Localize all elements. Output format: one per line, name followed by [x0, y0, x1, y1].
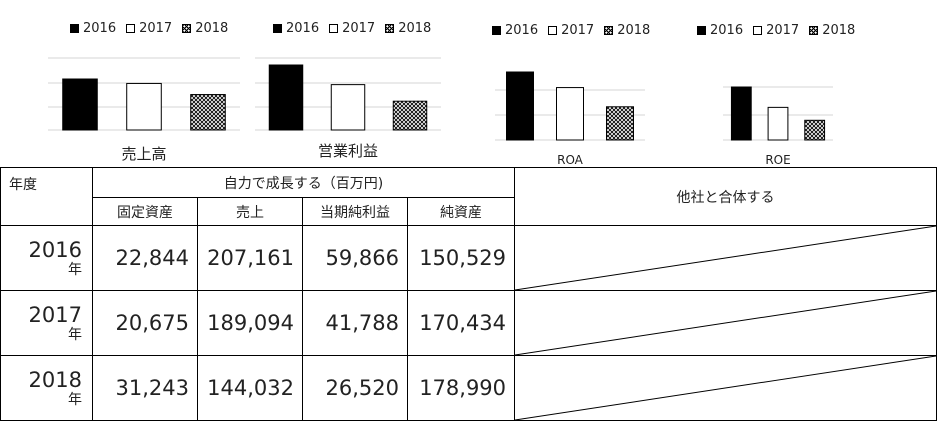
year-suffix: 年	[68, 262, 82, 278]
legend-item: 2016	[492, 23, 538, 38]
legend-item: 2017	[548, 23, 594, 38]
bar-2016	[62, 78, 98, 131]
legend-swatch	[273, 24, 282, 33]
merge-cell	[514, 290, 938, 356]
bar-2016	[730, 86, 752, 141]
sales-cell: 144,032	[197, 355, 303, 421]
legend-item: 2018	[604, 23, 650, 38]
bar-2017	[126, 82, 162, 131]
chart-title: ROE	[765, 153, 791, 167]
legend-label: 2018	[822, 23, 856, 38]
net-assets-cell: 150,529	[406, 225, 516, 291]
chart-legend: 2016 2017 2018	[273, 21, 431, 36]
fixed-assets-cell: 31,243	[92, 355, 198, 421]
year-value: 2017	[28, 303, 82, 327]
legend-label: 2016	[286, 21, 320, 36]
legend-label: 2018	[398, 21, 432, 36]
legend-swatch	[548, 26, 558, 35]
legend-swatch	[753, 26, 763, 35]
diagonal-line	[515, 226, 936, 290]
table-row: 2017 年 20,675 189,094 41,788 170,434	[0, 290, 938, 356]
chart-title: 売上高	[121, 145, 167, 163]
legend-label: 2016	[505, 23, 539, 38]
bar-chart	[48, 57, 240, 131]
merge-header: 他社と合体する	[514, 167, 938, 226]
year-cell: 2017 年	[0, 290, 93, 356]
legend-label: 2018	[195, 21, 229, 36]
legend-label: 2016	[83, 21, 117, 36]
legend-swatch	[70, 24, 79, 33]
legend-item: 2016	[697, 23, 743, 38]
chart-legend: 2016 2017 2018	[492, 23, 650, 38]
column-header: 純資産	[406, 197, 516, 226]
bar-2018	[804, 119, 826, 141]
bar-2018	[190, 94, 226, 131]
diagonal-line	[515, 356, 936, 420]
legend-item: 2017	[329, 21, 375, 36]
fixed-assets-cell: 22,844	[92, 225, 198, 291]
net-assets-cell: 178,990	[406, 355, 516, 421]
bar-chart	[723, 86, 833, 141]
sales-cell: 189,094	[197, 290, 303, 356]
bar-2018	[606, 106, 634, 141]
legend-label: 2017	[342, 21, 376, 36]
bar-chart	[255, 57, 441, 131]
legend-item: 2018	[809, 23, 855, 38]
net-assets-cell: 170,434	[406, 290, 516, 356]
merge-cell	[514, 225, 938, 291]
chart-legend: 2016 2017 2018	[697, 23, 855, 38]
legend-label: 2018	[617, 23, 651, 38]
net-income-cell: 41,788	[302, 290, 408, 356]
legend-label: 2017	[561, 23, 595, 38]
legend-item: 2018	[182, 21, 228, 36]
year-cell: 2018 年	[0, 355, 93, 421]
merge-cell	[514, 355, 938, 421]
fixed-assets-cell: 20,675	[92, 290, 198, 356]
legend-item: 2016	[70, 21, 116, 36]
bar-2017	[767, 106, 789, 141]
legend-swatch	[126, 24, 136, 33]
year-value: 2016	[28, 238, 82, 262]
legend-item: 2016	[273, 21, 319, 36]
legend-label: 2016	[710, 23, 744, 38]
legend-item: 2017	[126, 21, 172, 36]
year-header: 年度	[0, 167, 93, 226]
sales-cell: 207,161	[197, 225, 303, 291]
chart-title: ROA	[557, 153, 583, 167]
year-suffix: 年	[68, 392, 82, 408]
bar-chart	[495, 71, 645, 141]
legend-swatch	[182, 24, 192, 33]
table-row: 2018 年 31,243 144,032 26,520 178,990	[0, 355, 938, 421]
legend-swatch	[329, 24, 339, 33]
data-table: 年度 自力で成長する（百万円) 他社と合体する 固定資産 売上 当期純利益 純資…	[0, 167, 938, 421]
bar-2017	[330, 84, 366, 131]
diagonal-line	[515, 291, 936, 355]
legend-swatch	[809, 26, 819, 35]
net-income-cell: 59,866	[302, 225, 408, 291]
bar-2016	[268, 64, 304, 131]
net-income-cell: 26,520	[302, 355, 408, 421]
column-header: 固定資産	[92, 197, 198, 226]
legend-label: 2017	[766, 23, 800, 38]
legend-label: 2017	[139, 21, 173, 36]
legend-swatch	[385, 24, 395, 33]
table-row: 2016 年 22,844 207,161 59,866 150,529	[0, 225, 938, 291]
legend-swatch	[697, 26, 706, 35]
year-value: 2018	[28, 368, 82, 392]
legend-swatch	[492, 26, 501, 35]
year-cell: 2016 年	[0, 225, 93, 291]
column-header: 売上	[197, 197, 303, 226]
legend-item: 2017	[753, 23, 799, 38]
legend-swatch	[604, 26, 614, 35]
bar-2016	[506, 71, 534, 141]
chart-legend: 2016 2017 2018	[70, 21, 228, 36]
bar-2018	[392, 100, 428, 131]
bar-2017	[556, 87, 584, 141]
column-header: 当期純利益	[302, 197, 408, 226]
group-header: 自力で成長する（百万円)	[91, 167, 516, 198]
chart-title: 営業利益	[317, 142, 378, 160]
year-suffix: 年	[68, 327, 82, 343]
charts-area: 2016 2017 2018 売上高 2016 2017 2018 営業利益 2016 2017 2…	[0, 0, 942, 170]
legend-item: 2018	[385, 21, 431, 36]
